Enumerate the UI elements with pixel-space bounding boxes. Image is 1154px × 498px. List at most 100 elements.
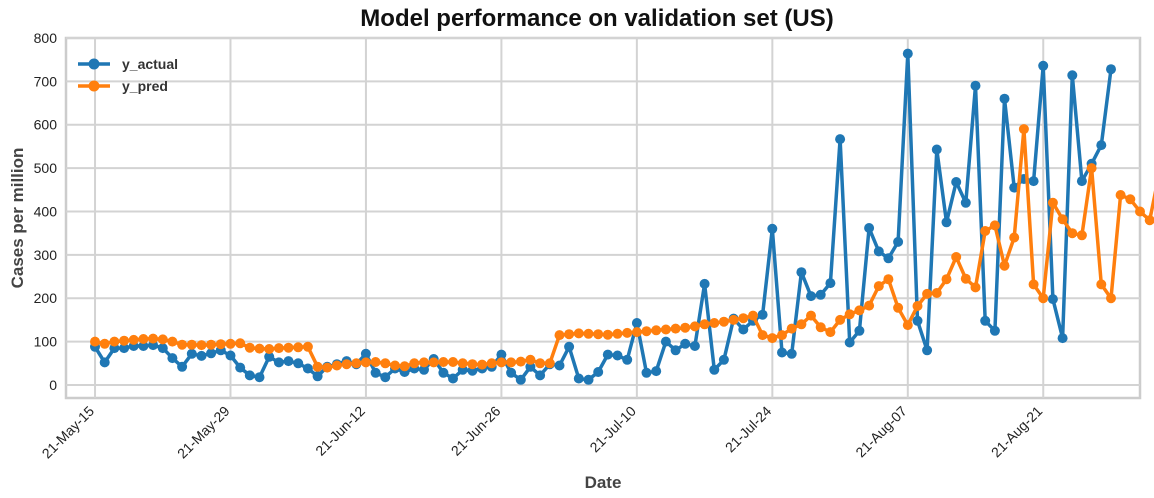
- x-axis-ticks: 21-May-15 21-May-29 21-Jun-12 21-Jun-26 21-J…: [39, 403, 1046, 462]
- data-point: [109, 336, 120, 347]
- data-point: [448, 373, 458, 384]
- data-point: [699, 319, 710, 330]
- data-point: [525, 354, 536, 365]
- data-point: [922, 345, 933, 356]
- data-point: [225, 338, 236, 349]
- data-point: [457, 358, 468, 369]
- data-point: [409, 358, 420, 369]
- data-point: [312, 371, 323, 382]
- data-point: [670, 345, 681, 356]
- data-point: [825, 327, 836, 338]
- data-point: [283, 342, 294, 353]
- data-point: [602, 329, 613, 340]
- data-point: [873, 281, 884, 292]
- data-point: [970, 80, 981, 91]
- data-point: [215, 339, 226, 350]
- data-point: [670, 323, 681, 334]
- data-point: [99, 338, 110, 349]
- data-point: [689, 341, 700, 351]
- data-point: [186, 348, 197, 359]
- data-point: [709, 364, 720, 375]
- data-point: [931, 288, 942, 298]
- data-point: [506, 357, 517, 368]
- data-point: [167, 353, 178, 364]
- data-point: [206, 348, 217, 359]
- data-point: [370, 367, 381, 378]
- data-point: [554, 330, 565, 341]
- data-point: [893, 302, 904, 313]
- data-point: [157, 334, 168, 345]
- data-point: [873, 246, 884, 257]
- chart-title: Model performance on validation set (US): [360, 5, 833, 32]
- data-point: [796, 267, 807, 278]
- y-tick-label: 600: [34, 117, 58, 133]
- data-point: [467, 359, 478, 370]
- data-point: [612, 328, 623, 339]
- data-point: [728, 314, 739, 325]
- data-point: [738, 324, 749, 335]
- data-point: [244, 370, 255, 381]
- x-tick-label: 21-May-15: [39, 403, 98, 462]
- data-point: [777, 347, 787, 358]
- series-line: [93, 51, 1113, 382]
- x-tick-label: 21-Aug-07: [852, 403, 910, 461]
- data-point: [1038, 293, 1049, 304]
- data-point: [815, 322, 826, 333]
- data-point: [564, 341, 575, 352]
- data-point: [844, 337, 855, 348]
- data-point: [438, 357, 449, 367]
- data-point: [844, 309, 855, 320]
- data-point: [1106, 64, 1116, 75]
- data-point: [980, 315, 991, 326]
- series-y-actual: [90, 48, 1116, 385]
- data-point: [206, 339, 217, 350]
- data-point: [196, 340, 207, 351]
- data-point: [825, 278, 836, 289]
- data-point: [157, 343, 168, 354]
- data-point: [138, 334, 149, 344]
- data-point: [167, 336, 178, 347]
- data-point: [709, 318, 720, 328]
- data-point: [506, 367, 517, 378]
- data-point: [806, 310, 816, 321]
- data-point: [1096, 279, 1107, 290]
- data-point: [631, 327, 642, 338]
- data-point: [960, 273, 971, 284]
- data-point: [351, 358, 362, 369]
- data-point: [302, 363, 313, 374]
- data-point: [641, 326, 652, 337]
- data-point: [1047, 197, 1058, 208]
- data-point: [1067, 70, 1078, 81]
- data-point: [1018, 124, 1029, 135]
- data-point: [767, 333, 778, 344]
- data-point: [360, 348, 371, 359]
- x-tick-label: 21-Aug-21: [988, 403, 1046, 461]
- data-point: [893, 236, 904, 247]
- data-point: [1028, 279, 1039, 290]
- data-point: [264, 351, 275, 362]
- data-point: [1067, 228, 1078, 239]
- data-point: [225, 350, 236, 361]
- y-tick-label: 500: [34, 160, 58, 176]
- data-point: [612, 350, 623, 361]
- x-tick-label: 21-Jun-26: [448, 403, 504, 459]
- data-point: [718, 354, 729, 365]
- data-point: [283, 356, 294, 367]
- data-point: [477, 359, 488, 370]
- series-y-pred: [90, 124, 1154, 373]
- data-point: [235, 362, 246, 373]
- data-point: [999, 93, 1010, 104]
- data-point: [631, 318, 642, 328]
- data-point: [515, 356, 526, 367]
- data-point: [573, 373, 584, 384]
- data-point: [738, 313, 749, 324]
- data-point: [1096, 140, 1107, 151]
- data-point: [1038, 60, 1049, 71]
- data-point: [1076, 176, 1087, 187]
- data-point: [718, 316, 729, 327]
- data-point: [835, 134, 846, 145]
- data-point: [593, 367, 604, 377]
- data-point: [390, 360, 400, 371]
- data-point: [835, 314, 846, 325]
- data-point: [989, 220, 1000, 231]
